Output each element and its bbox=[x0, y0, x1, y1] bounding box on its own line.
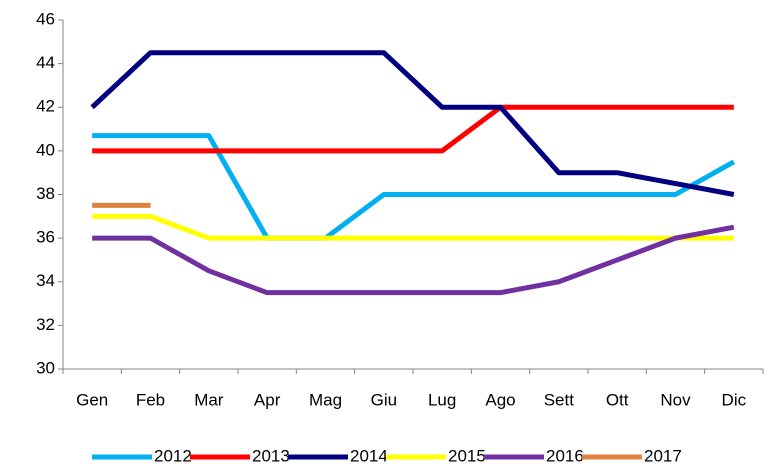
y-tick-label: 46 bbox=[36, 9, 55, 28]
legend-label: 2017 bbox=[644, 446, 682, 465]
x-tick-label: Mag bbox=[309, 390, 342, 409]
legend-label: 2012 bbox=[154, 446, 192, 465]
x-tick-label: Gen bbox=[76, 390, 108, 409]
x-tick-label: Mar bbox=[194, 390, 224, 409]
x-tick-label: Ott bbox=[606, 390, 629, 409]
y-tick-label: 30 bbox=[36, 358, 55, 377]
x-tick-label: Sett bbox=[544, 390, 575, 409]
series-line bbox=[92, 133, 736, 241]
x-tick-label: Feb bbox=[136, 390, 165, 409]
x-tick-label: Ago bbox=[485, 390, 515, 409]
series-line bbox=[92, 104, 734, 154]
x-tick-label: Nov bbox=[660, 390, 691, 409]
y-tick-label: 44 bbox=[36, 53, 55, 72]
y-tick-label: 38 bbox=[36, 184, 55, 203]
x-tick-label: Apr bbox=[254, 390, 281, 409]
y-tick-label: 36 bbox=[36, 228, 55, 247]
x-tick-label: Dic bbox=[722, 390, 747, 409]
legend-label: 2013 bbox=[252, 446, 290, 465]
y-tick-label: 40 bbox=[36, 140, 55, 159]
x-tick-label: Giu bbox=[371, 390, 397, 409]
y-tick-label: 42 bbox=[36, 97, 55, 116]
y-tick-label: 34 bbox=[36, 271, 55, 290]
legend-label: 2014 bbox=[350, 446, 388, 465]
series-line bbox=[90, 50, 735, 197]
series-line bbox=[92, 224, 735, 296]
y-tick-label: 32 bbox=[36, 315, 55, 334]
legend-label: 2016 bbox=[546, 446, 584, 465]
series-line bbox=[92, 213, 734, 241]
x-tick-label: Lug bbox=[428, 390, 456, 409]
legend-label: 2015 bbox=[448, 446, 486, 465]
